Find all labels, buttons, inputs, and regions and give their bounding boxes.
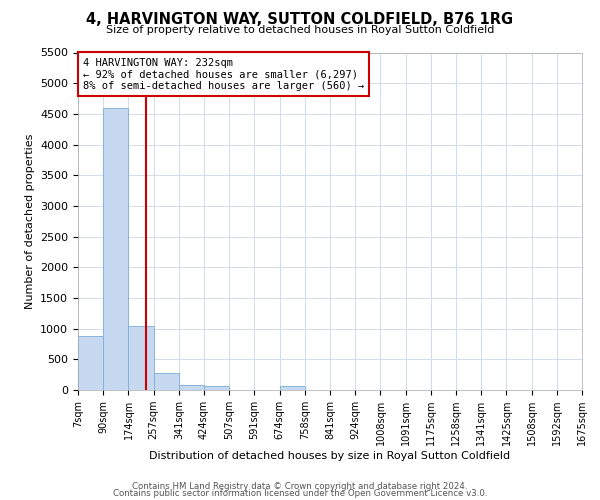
Bar <box>154 373 179 390</box>
Text: 4 HARVINGTON WAY: 232sqm
← 92% of detached houses are smaller (6,297)
8% of semi: 4 HARVINGTON WAY: 232sqm ← 92% of detach… <box>83 58 364 91</box>
Bar <box>103 108 128 390</box>
Bar <box>204 386 229 390</box>
Bar <box>128 326 154 390</box>
Text: Contains HM Land Registry data © Crown copyright and database right 2024.: Contains HM Land Registry data © Crown c… <box>132 482 468 491</box>
Bar <box>78 336 103 390</box>
Text: 4, HARVINGTON WAY, SUTTON COLDFIELD, B76 1RG: 4, HARVINGTON WAY, SUTTON COLDFIELD, B76… <box>86 12 514 28</box>
X-axis label: Distribution of detached houses by size in Royal Sutton Coldfield: Distribution of detached houses by size … <box>149 451 511 461</box>
Text: Contains public sector information licensed under the Open Government Licence v3: Contains public sector information licen… <box>113 488 487 498</box>
Bar <box>179 385 204 390</box>
Bar <box>280 386 305 390</box>
Text: Size of property relative to detached houses in Royal Sutton Coldfield: Size of property relative to detached ho… <box>106 25 494 35</box>
Y-axis label: Number of detached properties: Number of detached properties <box>25 134 35 309</box>
